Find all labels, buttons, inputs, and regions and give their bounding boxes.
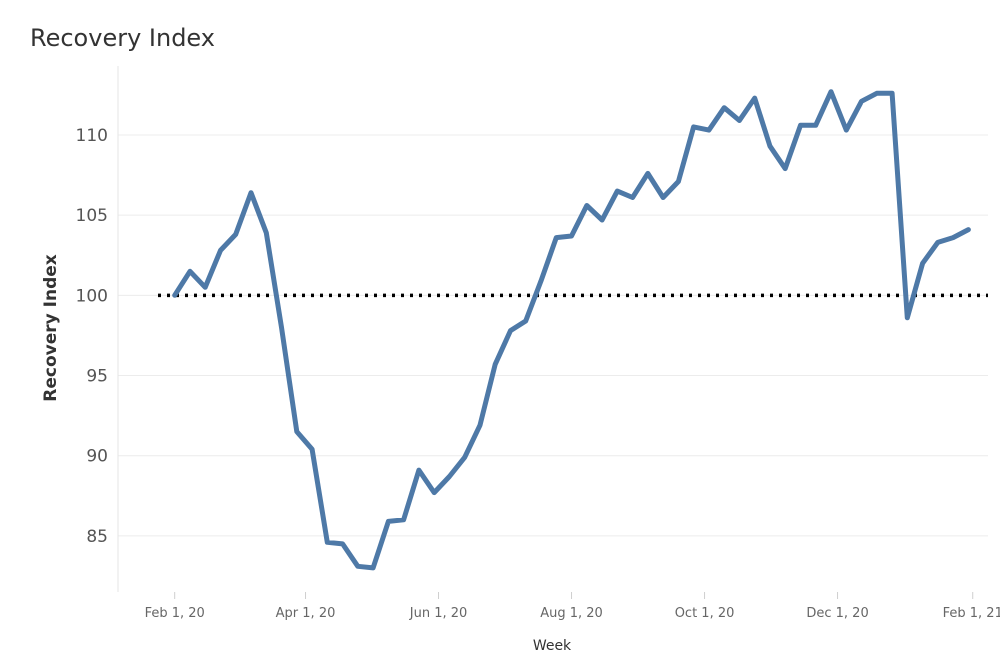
data-point <box>890 91 894 95</box>
data-point <box>814 123 818 127</box>
data-point <box>768 144 772 148</box>
x-tick-label: Feb 1, 20 <box>145 606 205 621</box>
data-point <box>951 236 955 240</box>
data-point <box>661 196 665 199</box>
data-point <box>310 447 314 451</box>
data-point <box>508 329 512 333</box>
data-point <box>432 491 436 495</box>
data-point <box>280 325 284 329</box>
data-point <box>173 293 177 297</box>
x-tick-label: Dec 1, 20 <box>806 606 868 621</box>
y-axis-label: Recovery Index <box>41 254 61 401</box>
data-point <box>783 167 787 171</box>
data-point <box>570 234 574 238</box>
data-point <box>386 519 390 523</box>
data-point <box>722 106 726 110</box>
data-point <box>631 196 635 199</box>
data-point <box>371 566 375 570</box>
data-point <box>798 123 802 127</box>
y-tick-label: 105 <box>76 206 108 226</box>
series-line-recovery-index <box>172 89 971 571</box>
data-point <box>264 231 268 235</box>
data-point <box>829 90 833 94</box>
data-point <box>356 564 360 568</box>
y-axis-ticks: 85 90 95 100 105 110 <box>76 126 108 547</box>
data-point <box>554 236 558 240</box>
data-point <box>875 91 879 95</box>
data-point <box>676 179 680 183</box>
gridlines <box>118 134 988 537</box>
data-point <box>341 542 345 546</box>
data-point <box>966 228 970 232</box>
x-axis-ticks: Feb 1, 20 Apr 1, 20 Jun 1, 20 Aug 1, 20 Oct … <box>145 592 1000 621</box>
x-tick-label: Aug 1, 20 <box>540 606 603 621</box>
data-point <box>203 285 207 289</box>
y-tick-label: 100 <box>76 286 108 306</box>
data-point <box>234 232 238 236</box>
data-point <box>707 128 711 132</box>
data-point <box>844 128 848 132</box>
y-tick-label: 90 <box>86 447 108 467</box>
data-point <box>539 279 543 283</box>
data-point <box>478 423 482 427</box>
data-point <box>417 468 421 472</box>
data-point <box>615 189 619 193</box>
x-tick-label: Oct 1, 20 <box>675 606 735 621</box>
data-point <box>463 455 467 459</box>
series-points <box>173 90 970 570</box>
data-point <box>753 96 757 100</box>
data-point <box>737 119 741 123</box>
x-tick-label: Jun 1, 20 <box>409 606 468 621</box>
data-point <box>447 475 451 479</box>
data-point <box>692 125 696 129</box>
data-point <box>325 540 329 544</box>
data-point <box>646 171 650 175</box>
data-point <box>600 218 604 222</box>
y-tick-label: 110 <box>76 126 108 146</box>
x-tick-label: Feb 1, 21 <box>943 606 1000 621</box>
data-point <box>218 248 222 252</box>
data-point <box>921 261 925 265</box>
data-point <box>493 362 497 366</box>
x-axis-label: Week <box>533 638 572 654</box>
data-point <box>295 430 299 434</box>
data-point <box>188 269 192 273</box>
data-point <box>585 204 589 208</box>
data-point <box>402 518 406 522</box>
data-point <box>936 240 940 244</box>
data-point <box>905 316 909 320</box>
y-tick-label: 95 <box>86 367 108 387</box>
data-point <box>249 191 253 195</box>
x-tick-label: Apr 1, 20 <box>276 606 336 621</box>
y-tick-label: 85 <box>86 527 108 547</box>
data-point <box>860 99 864 103</box>
data-point <box>524 319 528 323</box>
chart-title: Recovery Index <box>30 24 215 52</box>
